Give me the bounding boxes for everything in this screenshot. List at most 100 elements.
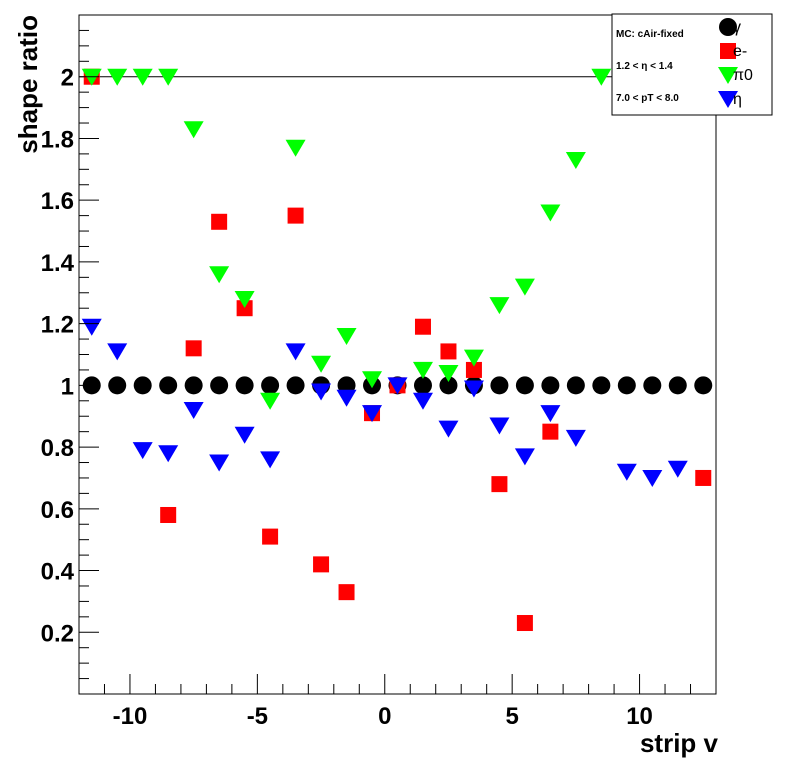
data-point	[209, 266, 230, 284]
data-point	[210, 376, 229, 395]
x-tick-label: 0	[378, 703, 391, 730]
legend-marker	[719, 18, 737, 36]
legend-markers	[718, 18, 738, 108]
data-point	[132, 442, 153, 460]
y-tick-label: 0.6	[41, 497, 74, 524]
data-point	[514, 278, 535, 296]
data-point	[565, 152, 586, 170]
data-point	[211, 213, 228, 230]
data-point	[414, 318, 431, 335]
y-tick-label: 0.4	[41, 559, 75, 586]
y-tick-label: 2	[61, 65, 74, 92]
data-point	[565, 429, 586, 447]
y-axis-title: shape ratio	[13, 15, 43, 154]
data-point	[236, 300, 253, 317]
data-point	[694, 376, 713, 395]
data-point	[234, 290, 255, 308]
data-point	[465, 361, 482, 378]
data-point	[489, 417, 510, 435]
data-point	[667, 460, 688, 478]
data-point	[107, 68, 128, 86]
x-tick-label: -10	[113, 703, 148, 730]
data-point	[362, 405, 383, 423]
data-point	[489, 297, 510, 315]
data-point	[540, 405, 561, 423]
data-point	[209, 454, 230, 472]
legend-info-pt: 7.0 < pT < 8.0	[616, 93, 679, 104]
data-point	[463, 349, 484, 367]
y-tick-label: 1	[61, 373, 74, 400]
data-point	[287, 207, 304, 224]
data-point	[491, 476, 508, 493]
data-point	[286, 376, 305, 395]
data-point	[566, 376, 585, 395]
data-point	[261, 376, 280, 395]
data-point	[338, 584, 355, 601]
data-point	[438, 365, 459, 383]
x-tick-label: 10	[626, 703, 653, 730]
series-2	[81, 68, 612, 410]
data-point	[313, 556, 330, 573]
data-point	[311, 383, 332, 401]
data-point	[132, 68, 153, 86]
data-point	[438, 420, 459, 438]
data-point	[412, 392, 433, 410]
axis-ticks-layer: -10 -5 0 5 10 0.2 0.4 0.6 0.8 1 1.2 1.4 1.6 1.8 2	[41, 29, 717, 730]
legend: MC: cAir-fixed 1.2 < η < 1.4 7.0 < pT < …	[611, 13, 773, 116]
data-point	[285, 139, 306, 157]
y-tick-label: 0.2	[41, 620, 74, 647]
data-point	[668, 376, 687, 395]
data-point	[107, 343, 128, 361]
data-point	[336, 389, 357, 407]
legend-label-electron: e-	[733, 43, 747, 60]
data-point	[616, 463, 637, 481]
legend-info-sim: MC: cAir-fixed	[616, 29, 684, 40]
data-point	[183, 121, 204, 139]
y-tick-label: 1.2	[41, 312, 74, 339]
data-point	[108, 376, 127, 395]
x-tick-label: 5	[505, 703, 518, 730]
data-point	[160, 506, 177, 523]
legend-box	[611, 13, 773, 116]
data-point	[158, 445, 179, 463]
y-tick-label: 0.8	[41, 435, 74, 462]
data-point	[490, 376, 509, 395]
y-tick-label: 1.4	[41, 250, 75, 277]
legend-label-gamma: γ	[733, 19, 741, 36]
data-point	[514, 448, 535, 466]
data-point	[234, 426, 255, 444]
data-point	[260, 392, 281, 410]
data-points-layer	[81, 68, 713, 632]
legend-info-eta: 1.2 < η < 1.4	[616, 61, 673, 72]
data-point	[541, 376, 560, 395]
series-3	[81, 318, 688, 487]
y-tick-label: 1.6	[41, 188, 74, 215]
data-point	[413, 376, 432, 395]
data-point	[159, 376, 178, 395]
data-point	[516, 615, 533, 632]
data-point	[643, 376, 662, 395]
data-point	[262, 528, 279, 545]
legend-label-pi0: π0	[733, 67, 753, 84]
y-tick-label: 1.8	[41, 126, 74, 153]
data-point	[260, 451, 281, 469]
data-point	[387, 377, 408, 395]
data-point	[642, 469, 663, 487]
data-point	[362, 371, 383, 389]
x-tick-label: -5	[247, 703, 268, 730]
x-axis-title: strip v	[640, 728, 719, 758]
data-point	[311, 355, 332, 373]
data-point	[336, 327, 357, 345]
data-point	[158, 68, 179, 86]
data-point	[542, 423, 559, 440]
data-point	[412, 361, 433, 379]
data-point	[592, 376, 611, 395]
data-point	[285, 343, 306, 361]
data-point	[185, 340, 202, 357]
legend-marker	[720, 43, 736, 59]
data-point	[184, 376, 203, 395]
data-point	[81, 318, 102, 336]
data-point	[463, 380, 484, 398]
data-point	[439, 376, 458, 395]
